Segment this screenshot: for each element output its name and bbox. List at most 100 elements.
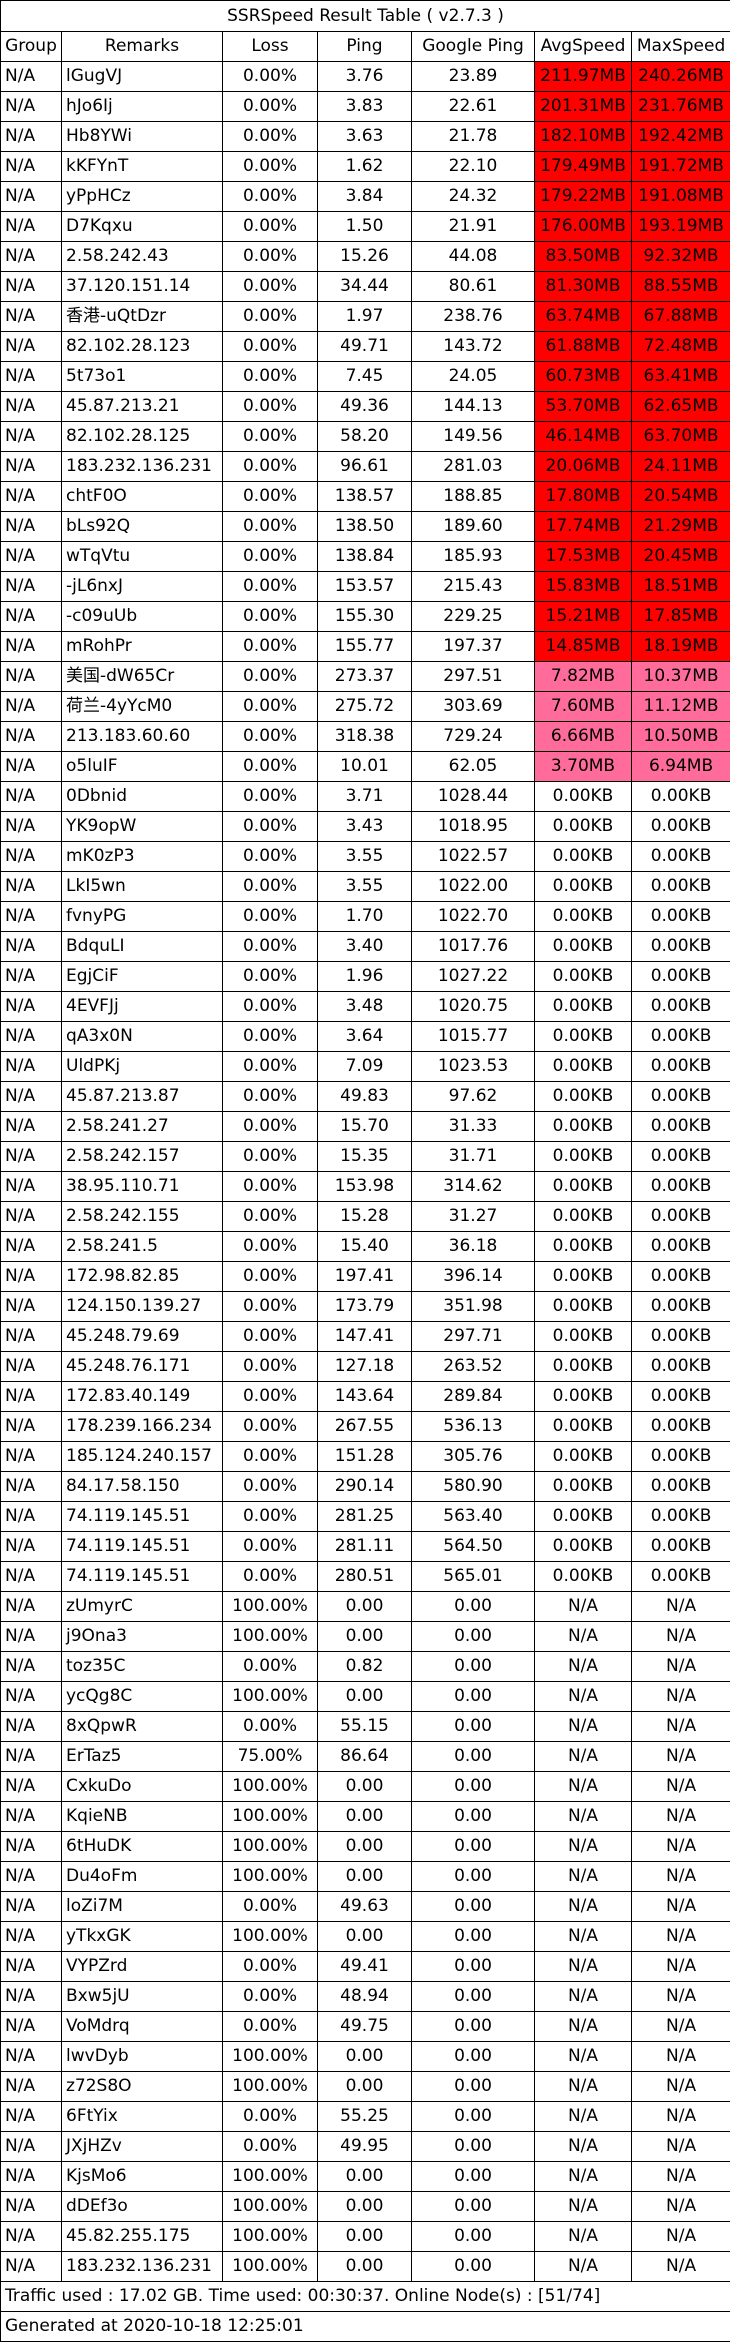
cell-google-ping: 0.00 (412, 2102, 535, 2132)
cell-ping: 0.00 (318, 2072, 412, 2102)
cell-group: N/A (1, 1142, 62, 1172)
cell-ping: 0.00 (318, 1922, 412, 1952)
cell-group: N/A (1, 1022, 62, 1052)
cell-avg-speed: 182.10MB (535, 122, 632, 152)
header-row: Group Remarks Loss Ping Google Ping AvgS… (1, 32, 730, 62)
cell-ping: 281.11 (318, 1532, 412, 1562)
cell-google-ping: 144.13 (412, 392, 535, 422)
cell-avg-speed: 0.00KB (535, 1352, 632, 1382)
cell-group: N/A (1, 1352, 62, 1382)
cell-group: N/A (1, 332, 62, 362)
cell-ping: 55.15 (318, 1712, 412, 1742)
cell-avg-speed: N/A (535, 2102, 632, 2132)
cell-group: N/A (1, 902, 62, 932)
cell-loss: 0.00% (223, 182, 318, 212)
cell-max-speed: 0.00KB (632, 1262, 730, 1292)
cell-remarks: VoMdrq (62, 2012, 223, 2042)
cell-group: N/A (1, 842, 62, 872)
cell-ping: 0.00 (318, 2042, 412, 2072)
cell-max-speed: 0.00KB (632, 992, 730, 1022)
cell-avg-speed: N/A (535, 1712, 632, 1742)
cell-google-ping: 0.00 (412, 2252, 535, 2282)
cell-loss: 0.00% (223, 902, 318, 932)
cell-max-speed: 0.00KB (632, 872, 730, 902)
cell-loss: 0.00% (223, 1232, 318, 1262)
cell-group: N/A (1, 1502, 62, 1532)
cell-remarks: toz35C (62, 1652, 223, 1682)
cell-group: N/A (1, 1562, 62, 1592)
cell-loss: 0.00% (223, 1952, 318, 1982)
cell-avg-speed: 61.88MB (535, 332, 632, 362)
cell-remarks: kKFYnT (62, 152, 223, 182)
cell-remarks: Hb8YWi (62, 122, 223, 152)
cell-group: N/A (1, 1262, 62, 1292)
cell-ping: 55.25 (318, 2102, 412, 2132)
cell-google-ping: 97.62 (412, 1082, 535, 1112)
cell-remarks: KjsMo6 (62, 2162, 223, 2192)
cell-remarks: 84.17.58.150 (62, 1472, 223, 1502)
cell-loss: 0.00% (223, 542, 318, 572)
cell-avg-speed: 0.00KB (535, 1382, 632, 1412)
cell-group: N/A (1, 782, 62, 812)
cell-group: N/A (1, 932, 62, 962)
cell-loss: 0.00% (223, 392, 318, 422)
cell-loss: 0.00% (223, 1892, 318, 1922)
cell-remarks: mK0zP3 (62, 842, 223, 872)
cell-avg-speed: N/A (535, 1652, 632, 1682)
cell-remarks: 2.58.241.27 (62, 1112, 223, 1142)
cell-google-ping: 1028.44 (412, 782, 535, 812)
cell-group: N/A (1, 452, 62, 482)
cell-ping: 49.95 (318, 2132, 412, 2162)
cell-remarks: -jL6nxJ (62, 572, 223, 602)
cell-group: N/A (1, 752, 62, 782)
cell-group: N/A (1, 1802, 62, 1832)
cell-max-speed: 18.51MB (632, 572, 730, 602)
cell-max-speed: 193.19MB (632, 212, 730, 242)
cell-max-speed: N/A (632, 1832, 730, 1862)
cell-max-speed: 0.00KB (632, 1292, 730, 1322)
cell-google-ping: 536.13 (412, 1412, 535, 1442)
cell-max-speed: 72.48MB (632, 332, 730, 362)
cell-avg-speed: 179.49MB (535, 152, 632, 182)
cell-ping: 0.00 (318, 2192, 412, 2222)
cell-remarks: LkI5wn (62, 872, 223, 902)
cell-avg-speed: 0.00KB (535, 1052, 632, 1082)
cell-ping: 49.41 (318, 1952, 412, 1982)
cell-avg-speed: N/A (535, 1772, 632, 1802)
cell-group: N/A (1, 2132, 62, 2162)
cell-ping: 3.84 (318, 182, 412, 212)
cell-max-speed: 20.45MB (632, 542, 730, 572)
cell-remarks: 185.124.240.157 (62, 1442, 223, 1472)
cell-group: N/A (1, 662, 62, 692)
cell-ping: 197.41 (318, 1262, 412, 1292)
cell-loss: 0.00% (223, 1322, 318, 1352)
cell-ping: 49.75 (318, 2012, 412, 2042)
cell-loss: 0.00% (223, 152, 318, 182)
cell-remarks: 82.102.28.125 (62, 422, 223, 452)
cell-ping: 290.14 (318, 1472, 412, 1502)
cell-loss: 0.00% (223, 872, 318, 902)
cell-group: N/A (1, 2252, 62, 2282)
cell-max-speed: 62.65MB (632, 392, 730, 422)
cell-group: N/A (1, 62, 62, 92)
cell-loss: 0.00% (223, 62, 318, 92)
cell-loss: 0.00% (223, 1022, 318, 1052)
cell-remarks: Du4oFm (62, 1862, 223, 1892)
cell-google-ping: 281.03 (412, 452, 535, 482)
cell-loss: 0.00% (223, 632, 318, 662)
cell-group: N/A (1, 1412, 62, 1442)
cell-max-speed: 88.55MB (632, 272, 730, 302)
cell-group: N/A (1, 122, 62, 152)
cell-avg-speed: 63.74MB (535, 302, 632, 332)
cell-remarks: zUmyrC (62, 1592, 223, 1622)
